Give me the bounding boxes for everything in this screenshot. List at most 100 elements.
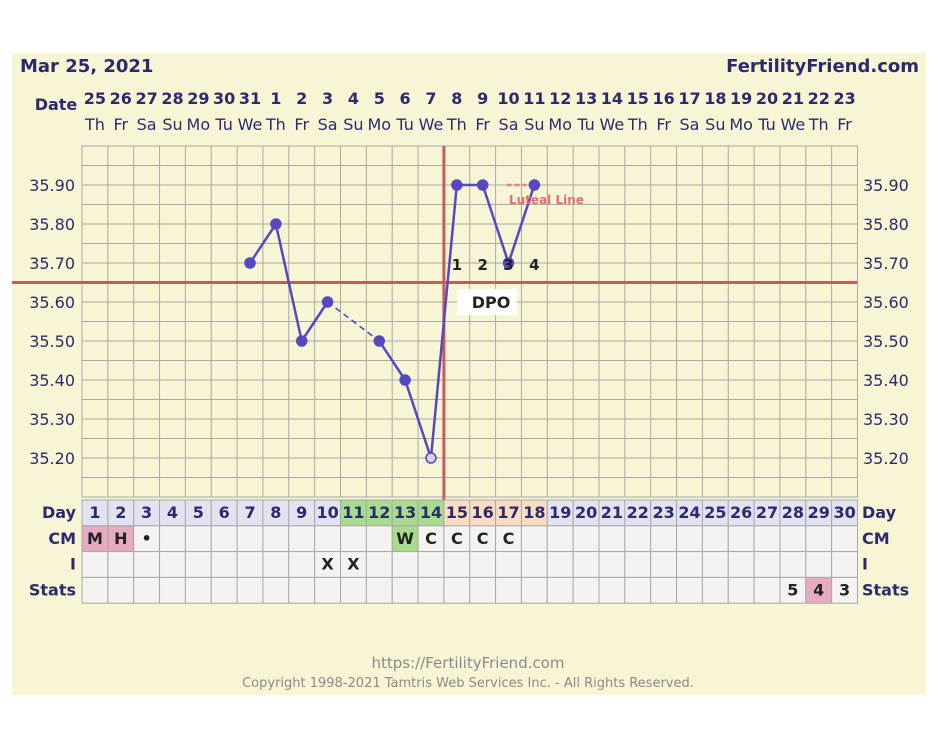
date-label: 10 <box>497 89 519 108</box>
weekday-label: Mo <box>729 115 753 134</box>
table-cell <box>314 551 341 578</box>
table-cell <box>210 499 238 527</box>
table-cell <box>831 576 859 604</box>
cell-text: 29 <box>808 503 830 522</box>
table-cell <box>831 499 859 527</box>
date-label: 17 <box>678 89 700 108</box>
table-cell <box>210 525 238 553</box>
table-cell <box>546 499 574 527</box>
table-cell <box>236 499 264 527</box>
weekday-label: We <box>600 115 625 134</box>
table-cell <box>624 551 652 578</box>
row-label-left: I <box>70 555 76 574</box>
table-cell <box>624 576 652 604</box>
table-cell <box>779 525 807 553</box>
table-cell <box>469 499 497 527</box>
dpo-number: 2 <box>477 256 487 274</box>
weekday-label: We <box>238 115 263 134</box>
date-label: 15 <box>627 89 649 108</box>
date-label: 7 <box>425 89 436 108</box>
table-cell <box>624 525 652 553</box>
y-tick-left: 35.60 <box>29 293 75 312</box>
table-cell <box>210 576 238 604</box>
temp-segment <box>378 340 407 381</box>
table-cell <box>288 551 316 578</box>
table-cell <box>572 576 600 604</box>
cell-text: 5 <box>787 580 798 599</box>
y-tick-left: 35.50 <box>29 332 75 351</box>
table-cell <box>107 551 135 578</box>
temp-point <box>295 335 308 347</box>
row-label-right: Stats <box>862 580 909 599</box>
table-cell <box>469 576 497 604</box>
table-cell <box>779 551 807 578</box>
temp-point <box>425 452 437 464</box>
temp-segment <box>248 223 277 264</box>
row-label-left: Stats <box>29 580 76 599</box>
y-tick-right: 35.90 <box>863 176 909 195</box>
date-label: 19 <box>730 89 752 108</box>
dpo-label-bg <box>457 289 517 315</box>
table-cell <box>236 525 264 553</box>
table-cell <box>184 551 212 578</box>
table-cell <box>805 551 833 578</box>
date-label: 21 <box>782 89 804 108</box>
cell-text: 22 <box>627 503 649 522</box>
weekday-label: Sa <box>318 115 338 134</box>
date-label: 12 <box>549 89 571 108</box>
table-cell <box>546 525 574 553</box>
date-label: 5 <box>374 89 385 108</box>
table-cell <box>81 525 109 553</box>
table-cell <box>184 499 212 527</box>
table-cell <box>805 576 833 604</box>
table-cell <box>443 576 471 604</box>
table-cell <box>236 551 264 578</box>
cell-text: 9 <box>296 503 307 522</box>
table-cell <box>727 525 755 553</box>
temp-point <box>528 179 541 191</box>
y-tick-left: 35.20 <box>29 449 75 468</box>
date-label: 16 <box>652 89 674 108</box>
weekday-label: Fr <box>475 115 490 134</box>
table-cell <box>650 576 678 604</box>
table-cell <box>314 576 341 604</box>
row-label-right: I <box>862 555 868 574</box>
table-cell <box>546 551 574 578</box>
cell-text: 12 <box>368 503 390 522</box>
cell-text: 11 <box>342 503 364 522</box>
weekday-label: Th <box>84 115 105 134</box>
table-cell <box>159 525 186 553</box>
weekday-label: Tu <box>576 115 594 134</box>
cell-text: 10 <box>316 503 338 522</box>
temp-segment <box>300 301 329 342</box>
cell-text: • <box>142 529 152 548</box>
table-cell <box>417 576 445 604</box>
chart-date: Mar 25, 2021 <box>20 56 154 77</box>
cell-text: 8 <box>270 503 281 522</box>
table-cell <box>159 499 186 527</box>
table-cell <box>391 576 419 604</box>
date-label: 1 <box>270 89 281 108</box>
table-cell <box>340 576 367 604</box>
cell-text: 3 <box>839 580 850 599</box>
table-cell <box>753 551 781 578</box>
weekday-label: Th <box>446 115 467 134</box>
cell-text: 2 <box>115 503 126 522</box>
table-cell <box>701 551 729 578</box>
dpo-number: 1 <box>452 256 462 274</box>
table-cell <box>676 551 703 578</box>
table-cell <box>520 499 548 527</box>
table-cell <box>314 499 341 527</box>
cell-text: C <box>503 529 515 548</box>
temp-segment <box>403 379 433 459</box>
footer-url[interactable]: https://FertilityFriend.com <box>371 654 565 672</box>
temp-gap-segment <box>327 301 380 342</box>
table-cell <box>831 525 859 553</box>
table-cell <box>650 525 678 553</box>
temp-segment <box>274 223 303 342</box>
cell-text: 17 <box>497 503 519 522</box>
weekday-label: Tu <box>395 115 413 134</box>
cell-text: 25 <box>704 503 726 522</box>
y-tick-left: 35.30 <box>29 410 75 429</box>
cell-text: 3 <box>141 503 152 522</box>
